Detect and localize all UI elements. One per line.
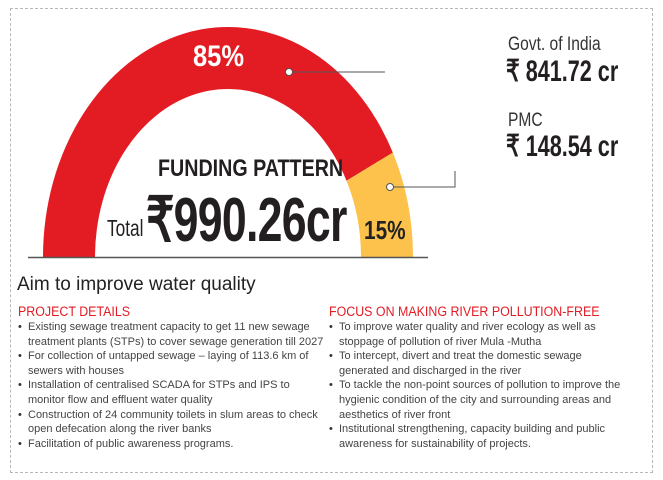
leader-line-pmc bbox=[390, 171, 456, 188]
legend-govt-amount: ₹ 841.72 cr bbox=[506, 55, 619, 88]
list-item: Installation of centralised SCADA for ST… bbox=[18, 378, 328, 407]
list-item: To tackle the non-point sources of pollu… bbox=[329, 378, 629, 422]
slice-govt-of-india bbox=[43, 26, 393, 257]
list-item: To improve water quality and river ecolo… bbox=[329, 320, 629, 349]
list-item: To intercept, divert and treat the domes… bbox=[329, 349, 629, 378]
funding-semi-donut-chart bbox=[28, 26, 456, 259]
total-label: Total bbox=[107, 215, 144, 241]
slice-pmc bbox=[346, 152, 413, 257]
chart-title: FUNDING PATTERN bbox=[158, 155, 344, 182]
slice-label-pmc-percent: 15% bbox=[364, 215, 406, 245]
list-item: Construction of 24 community toilets in … bbox=[18, 408, 328, 437]
focus-list: To improve water quality and river ecolo… bbox=[329, 320, 629, 451]
section-title: Aim to improve water quality bbox=[17, 274, 256, 295]
list-item: Existing sewage treatment capacity to ge… bbox=[18, 320, 328, 349]
dashed-border bbox=[10, 8, 653, 473]
list-item: Facilitation of public awareness program… bbox=[18, 437, 328, 452]
slice-label-govt-percent: 85% bbox=[193, 40, 245, 73]
focus-heading: FOCUS ON MAKING RIVER POLLUTION-FREE bbox=[329, 304, 600, 319]
list-item: For collection of untapped sewage – layi… bbox=[18, 349, 328, 378]
legend-pmc-amount: ₹ 148.54 cr bbox=[506, 130, 619, 163]
list-item: Institutional strengthening, capacity bu… bbox=[329, 422, 629, 451]
legend-pmc-name: PMC bbox=[508, 110, 543, 131]
leader-dot-govt bbox=[285, 68, 293, 76]
project-details-list: Existing sewage treatment capacity to ge… bbox=[18, 320, 328, 451]
total-value: ₹990.26cr bbox=[146, 186, 347, 255]
legend-govt-name: Govt. of India bbox=[508, 34, 601, 55]
leader-dot-pmc bbox=[386, 183, 394, 191]
project-details-heading: PROJECT DETAILS bbox=[18, 304, 131, 319]
